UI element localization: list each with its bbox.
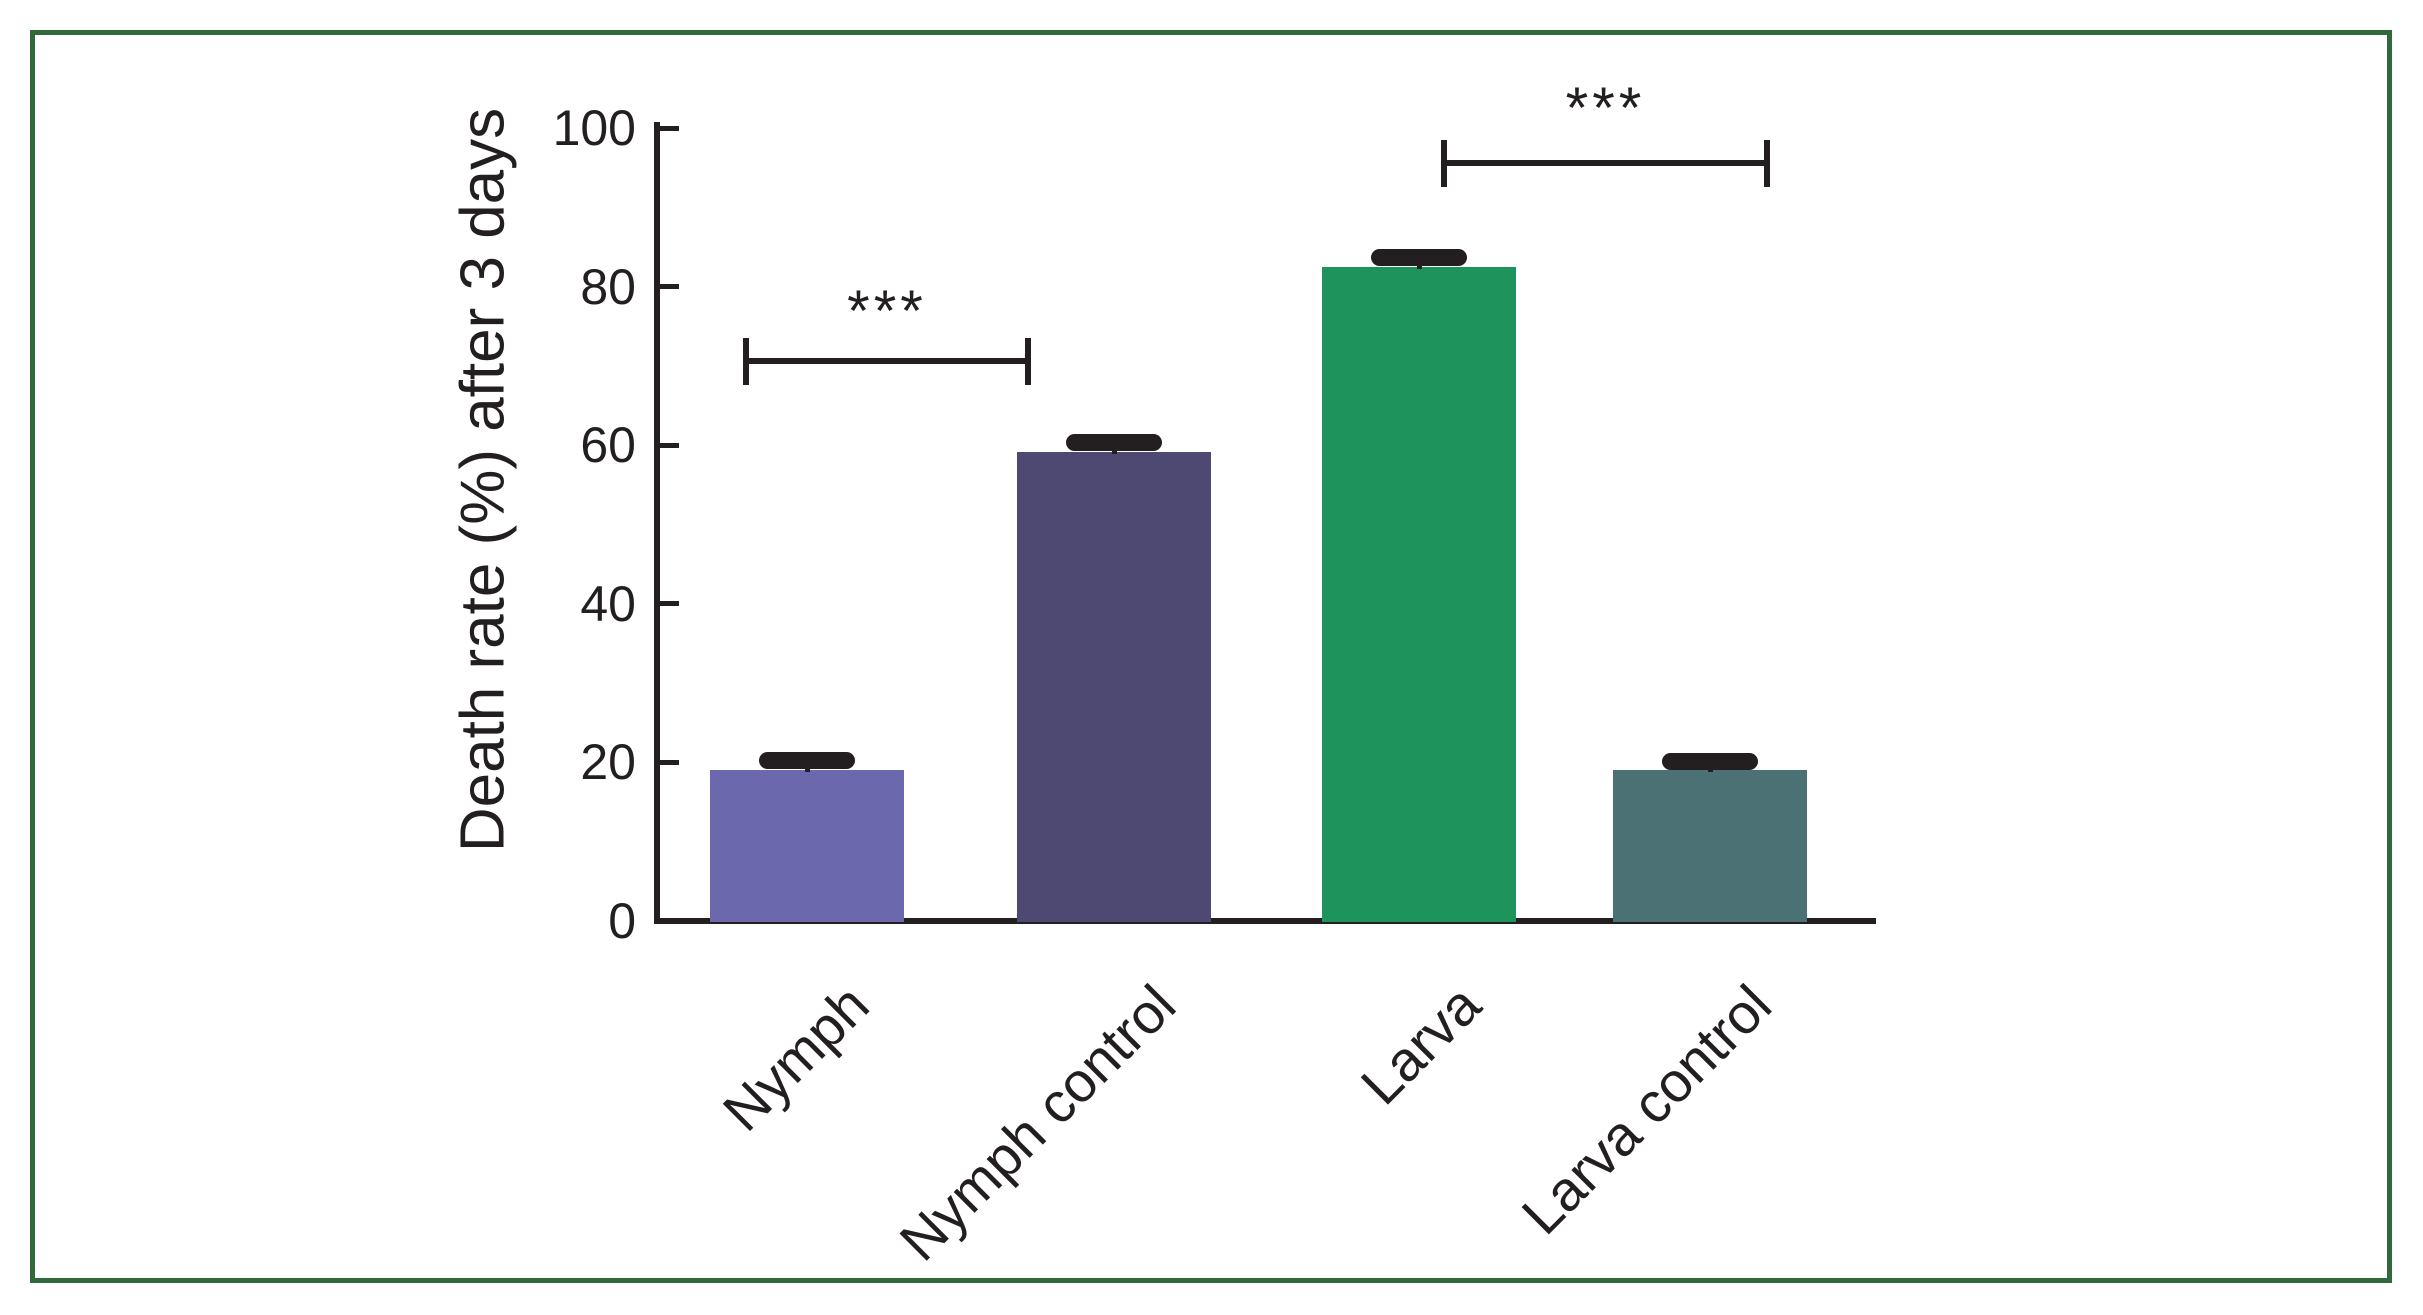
y-tick-mark-60 xyxy=(657,442,679,448)
x-axis-line xyxy=(654,918,1876,924)
error-bar-cap-nymph-control xyxy=(1066,434,1162,452)
y-tick-mark-40 xyxy=(657,601,679,607)
y-tick-label-20: 20 xyxy=(580,734,636,791)
x-label-nymph-control: Nymph control xyxy=(887,972,1188,1273)
y-tick-label-60: 60 xyxy=(580,417,636,474)
bar-nymph-control xyxy=(1017,451,1211,922)
y-tick-label-80: 80 xyxy=(580,258,636,315)
error-bar-cap-larva xyxy=(1371,248,1467,266)
error-bar-cap-nymph xyxy=(759,752,855,770)
significance-bracket-line-larva-vs-larva-control xyxy=(1444,160,1767,166)
y-tick-mark-20 xyxy=(657,759,679,765)
significance-bracket-line-nymph-vs-nymph-control xyxy=(746,358,1028,364)
significance-bracket-cap-nymph-vs-nymph-control-right xyxy=(1025,337,1031,385)
x-label-nymph: Nymph xyxy=(710,972,881,1143)
significance-bracket-cap-larva-vs-larva-control-right xyxy=(1764,139,1770,187)
bar-larva-control xyxy=(1613,770,1807,922)
x-label-larva: Larva xyxy=(1348,972,1493,1117)
y-axis-line xyxy=(654,122,660,924)
error-bar-cap-larva-control xyxy=(1662,753,1758,771)
y-tick-mark-80 xyxy=(657,284,679,290)
y-tick-label-100: 100 xyxy=(552,100,636,156)
y-tick-label-40: 40 xyxy=(580,575,636,632)
y-tick-mark-100 xyxy=(657,125,679,131)
significance-bracket-cap-larva-vs-larva-control-left xyxy=(1441,139,1447,187)
figure-border xyxy=(30,30,2392,1283)
x-label-larva-control: Larva control xyxy=(1509,972,1784,1247)
bar-nymph xyxy=(710,770,904,922)
bar-larva xyxy=(1322,266,1516,922)
significance-bracket-cap-nymph-vs-nymph-control-left xyxy=(743,337,749,385)
significance-label-larva-vs-larva-control: *** xyxy=(1565,76,1646,141)
significance-label-nymph-vs-nymph-control: *** xyxy=(847,279,927,344)
y-tick-label-0: 0 xyxy=(608,893,636,949)
